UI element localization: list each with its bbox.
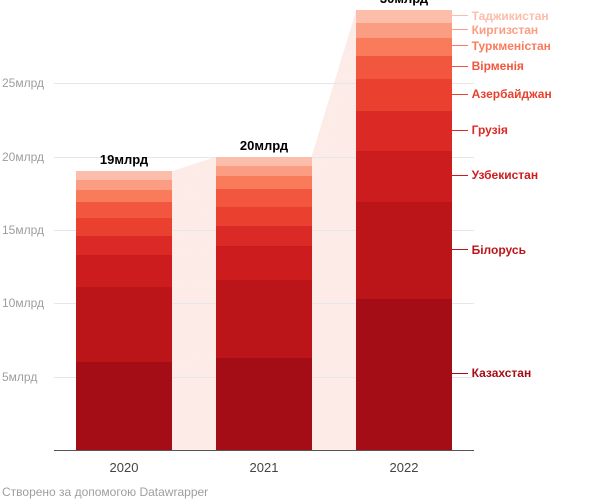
bar-total-label: 19млрд bbox=[100, 152, 148, 167]
legend-item: Грузія bbox=[452, 123, 508, 137]
bar-2020: 19млрд bbox=[76, 171, 171, 450]
segment-Узбекистан bbox=[216, 246, 311, 280]
plot-area: 19млрд 20млрд 30млрд bbox=[54, 10, 474, 450]
segment-Вірменія bbox=[216, 189, 311, 207]
bar-2021: 20млрд bbox=[216, 157, 311, 450]
segment-Казахстан bbox=[216, 358, 311, 450]
legend-item: Узбекистан bbox=[452, 168, 538, 182]
ribbon bbox=[312, 38, 357, 189]
ribbon bbox=[172, 246, 217, 287]
ribbon bbox=[312, 299, 357, 450]
segment-Киргизстан bbox=[216, 166, 311, 176]
legend-label: Туркменістан bbox=[472, 39, 551, 53]
legend-leader-line bbox=[452, 175, 468, 176]
legend-leader-line bbox=[452, 15, 468, 16]
segment-Киргизстан bbox=[356, 23, 451, 38]
x-tick-label: 2022 bbox=[390, 460, 419, 475]
ribbon bbox=[312, 23, 357, 176]
stacked-bar-chart: 5млрд 10млрд 15млрд 20млрд 25млрд 19млрд 20мл… bbox=[0, 0, 600, 501]
legend-label: Казахстан bbox=[472, 366, 532, 380]
segment-Туркменістан bbox=[216, 176, 311, 189]
segment-Туркменістан bbox=[356, 38, 451, 56]
legend-item: Туркменістан bbox=[452, 39, 551, 53]
legend-item: Азербайджан bbox=[452, 87, 552, 101]
segment-Таджикистан bbox=[216, 157, 311, 166]
ribbon bbox=[172, 176, 217, 202]
legend-label: Білорусь bbox=[472, 243, 526, 257]
ribbon bbox=[172, 157, 217, 180]
ribbon bbox=[172, 165, 217, 190]
legend-item: Білорусь bbox=[452, 243, 526, 257]
y-tick-label: 15млрд bbox=[2, 223, 44, 237]
segment-Туркменістан bbox=[76, 190, 171, 202]
legend-leader-line bbox=[452, 45, 468, 46]
segment-Вірменія bbox=[76, 202, 171, 218]
segment-Таджикистан bbox=[76, 171, 171, 180]
ribbon bbox=[312, 202, 357, 357]
legend-item: Вірменія bbox=[452, 59, 524, 73]
segment-Азербайджан bbox=[356, 79, 451, 111]
legend-label: Грузія bbox=[472, 123, 508, 137]
segment-Білорусь bbox=[76, 287, 171, 362]
segment-Киргизстан bbox=[76, 180, 171, 190]
segment-Білорусь bbox=[216, 280, 311, 358]
bar-2022: 30млрд bbox=[356, 10, 451, 450]
legend-item: Киргизстан bbox=[452, 23, 539, 37]
x-tick-label: 2020 bbox=[110, 460, 139, 475]
segment-Грузія bbox=[356, 111, 451, 151]
legend-label: Вірменія bbox=[472, 59, 524, 73]
y-tick-label: 20млрд bbox=[2, 150, 44, 164]
legend-label: Азербайджан bbox=[472, 87, 552, 101]
segment-Узбекистан bbox=[76, 255, 171, 287]
ribbon bbox=[312, 55, 357, 206]
attribution: Створено за допомогою Datawrapper bbox=[2, 485, 208, 499]
legend-leader-line bbox=[452, 29, 468, 30]
y-tick-label: 25млрд bbox=[2, 76, 44, 90]
ribbon bbox=[172, 189, 217, 218]
y-tick-label: 10млрд bbox=[2, 296, 44, 310]
segment-Грузія bbox=[76, 236, 171, 255]
ribbon bbox=[312, 10, 357, 165]
legend-leader-line bbox=[452, 94, 468, 95]
segment-Узбекистан bbox=[356, 151, 451, 202]
legend-label: Таджикистан bbox=[472, 9, 549, 23]
segment-Казахстан bbox=[76, 362, 171, 450]
ribbon bbox=[312, 79, 357, 226]
legend-item: Казахстан bbox=[452, 366, 532, 380]
x-axis-baseline bbox=[54, 450, 474, 451]
legend-leader-line bbox=[452, 249, 468, 250]
legend-leader-line bbox=[452, 130, 468, 131]
ribbon bbox=[312, 111, 357, 246]
legend-item: Таджикистан bbox=[452, 9, 549, 23]
ribbon bbox=[172, 207, 217, 236]
legend-label: Киргизстан bbox=[472, 23, 539, 37]
segment-Вірменія bbox=[356, 56, 451, 79]
legend-label: Узбекистан bbox=[472, 168, 538, 182]
bar-total-label: 30млрд bbox=[380, 0, 428, 6]
segment-Азербайджан bbox=[216, 207, 311, 226]
ribbon bbox=[172, 358, 217, 450]
x-tick-label: 2021 bbox=[250, 460, 279, 475]
segment-Азербайджан bbox=[76, 218, 171, 236]
bar-total-label: 20млрд bbox=[240, 138, 288, 153]
segment-Грузія bbox=[216, 226, 311, 247]
ribbon bbox=[312, 151, 357, 280]
ribbon bbox=[172, 280, 217, 362]
segment-Білорусь bbox=[356, 202, 451, 299]
segment-Таджикистан bbox=[356, 10, 451, 23]
legend-leader-line bbox=[452, 373, 468, 374]
legend-leader-line bbox=[452, 66, 468, 67]
y-tick-label: 5млрд bbox=[2, 370, 37, 384]
segment-Казахстан bbox=[356, 299, 451, 450]
